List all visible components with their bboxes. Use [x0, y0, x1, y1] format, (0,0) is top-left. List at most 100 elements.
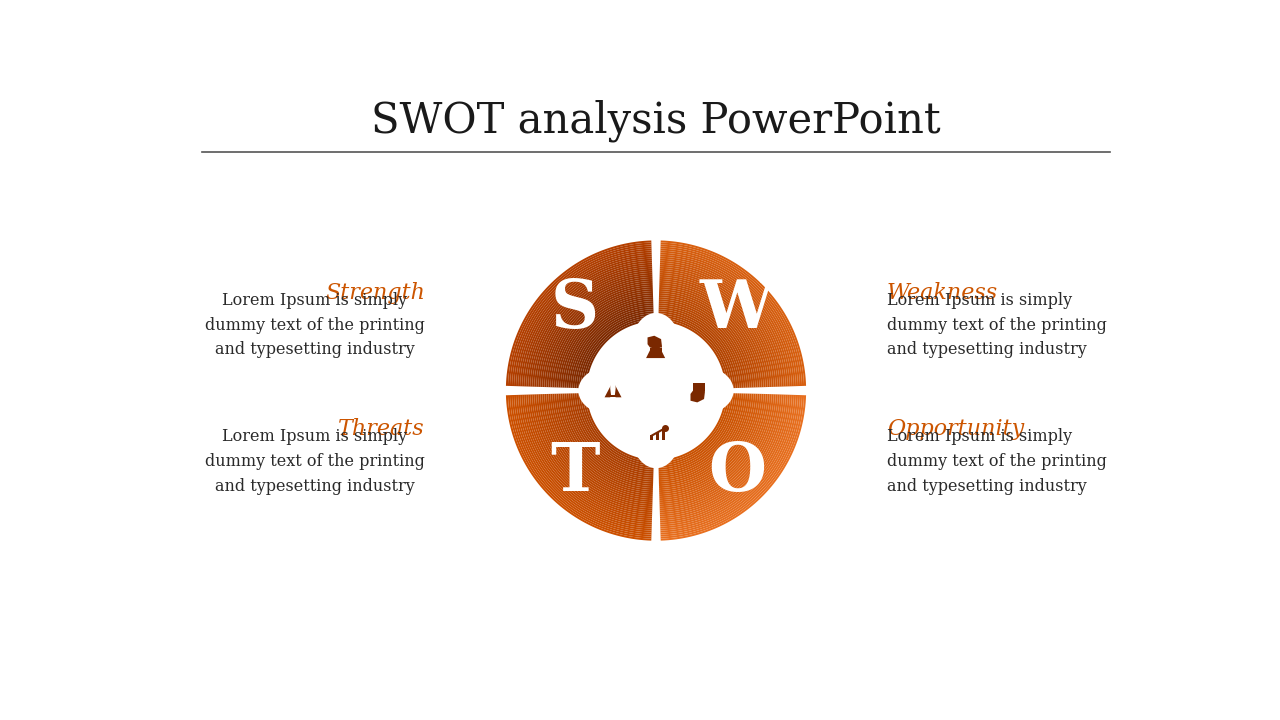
Polygon shape — [658, 309, 737, 388]
Polygon shape — [658, 393, 740, 474]
Text: Strength: Strength — [325, 282, 425, 304]
Polygon shape — [659, 394, 758, 492]
Polygon shape — [564, 299, 653, 388]
Polygon shape — [553, 394, 653, 494]
Polygon shape — [548, 283, 653, 387]
Polygon shape — [659, 295, 751, 387]
Polygon shape — [547, 394, 653, 500]
Polygon shape — [515, 395, 652, 533]
Polygon shape — [554, 394, 653, 492]
Polygon shape — [658, 393, 731, 466]
Polygon shape — [659, 291, 755, 387]
Polygon shape — [660, 395, 794, 528]
Polygon shape — [659, 301, 745, 388]
Polygon shape — [515, 248, 652, 386]
Polygon shape — [579, 313, 733, 468]
Polygon shape — [558, 394, 653, 488]
Polygon shape — [553, 287, 653, 387]
Polygon shape — [582, 318, 654, 388]
Bar — [657, 432, 659, 441]
Polygon shape — [659, 287, 759, 387]
Polygon shape — [660, 255, 792, 387]
Polygon shape — [604, 381, 622, 397]
Polygon shape — [539, 394, 653, 508]
Polygon shape — [529, 395, 652, 518]
Polygon shape — [659, 269, 778, 387]
Polygon shape — [576, 393, 654, 470]
Text: SWOT analysis PowerPoint: SWOT analysis PowerPoint — [371, 100, 941, 143]
Polygon shape — [540, 275, 653, 387]
Polygon shape — [575, 393, 654, 472]
Polygon shape — [660, 246, 800, 386]
Polygon shape — [659, 275, 772, 387]
Polygon shape — [509, 245, 652, 386]
Polygon shape — [659, 273, 773, 387]
Polygon shape — [660, 395, 797, 533]
Polygon shape — [659, 394, 751, 486]
Polygon shape — [585, 392, 654, 462]
Polygon shape — [660, 395, 796, 531]
Text: Weakness: Weakness — [887, 282, 998, 304]
Polygon shape — [576, 311, 654, 388]
Polygon shape — [659, 303, 744, 388]
Polygon shape — [516, 251, 652, 386]
Polygon shape — [659, 305, 741, 388]
Text: Lorem Ipsum is simply
dummy text of the printing
and typesetting industry: Lorem Ipsum is simply dummy text of the … — [887, 428, 1107, 495]
Polygon shape — [659, 395, 778, 513]
Text: S: S — [550, 276, 599, 341]
Polygon shape — [659, 394, 759, 494]
Polygon shape — [561, 394, 653, 486]
Polygon shape — [557, 291, 653, 387]
Text: Lorem Ipsum is simply
dummy text of the printing
and typesetting industry: Lorem Ipsum is simply dummy text of the … — [205, 428, 425, 495]
Polygon shape — [658, 318, 730, 388]
Polygon shape — [544, 394, 653, 503]
Polygon shape — [579, 393, 654, 468]
Polygon shape — [660, 253, 794, 386]
Polygon shape — [660, 395, 786, 521]
Polygon shape — [659, 293, 754, 387]
Polygon shape — [581, 315, 654, 388]
Polygon shape — [658, 319, 727, 388]
Polygon shape — [660, 395, 803, 536]
Polygon shape — [562, 393, 653, 484]
Polygon shape — [660, 240, 806, 386]
Polygon shape — [660, 243, 804, 386]
Polygon shape — [659, 395, 776, 510]
Polygon shape — [658, 393, 733, 468]
Polygon shape — [558, 293, 653, 387]
Polygon shape — [659, 393, 744, 478]
Polygon shape — [659, 395, 780, 514]
Polygon shape — [659, 394, 754, 488]
Polygon shape — [660, 256, 790, 387]
Polygon shape — [524, 258, 652, 387]
Polygon shape — [508, 243, 652, 386]
Polygon shape — [518, 395, 652, 528]
Polygon shape — [659, 394, 769, 504]
Polygon shape — [512, 246, 652, 386]
Polygon shape — [659, 279, 768, 387]
Polygon shape — [526, 261, 652, 387]
Polygon shape — [658, 393, 730, 464]
Bar — [650, 435, 653, 441]
Polygon shape — [572, 307, 654, 388]
Polygon shape — [516, 395, 652, 531]
Polygon shape — [567, 393, 653, 480]
Polygon shape — [659, 394, 772, 506]
Polygon shape — [582, 393, 654, 464]
Polygon shape — [648, 336, 662, 348]
Polygon shape — [660, 395, 783, 518]
Polygon shape — [512, 395, 652, 534]
Polygon shape — [659, 393, 741, 476]
Polygon shape — [660, 395, 792, 526]
Polygon shape — [660, 395, 800, 534]
Polygon shape — [660, 395, 806, 541]
Polygon shape — [658, 307, 740, 388]
Polygon shape — [660, 261, 786, 387]
Polygon shape — [575, 309, 654, 388]
Polygon shape — [506, 395, 652, 541]
Polygon shape — [659, 394, 755, 490]
Polygon shape — [506, 240, 652, 386]
Polygon shape — [530, 395, 652, 516]
Polygon shape — [562, 297, 653, 387]
Polygon shape — [522, 395, 652, 524]
